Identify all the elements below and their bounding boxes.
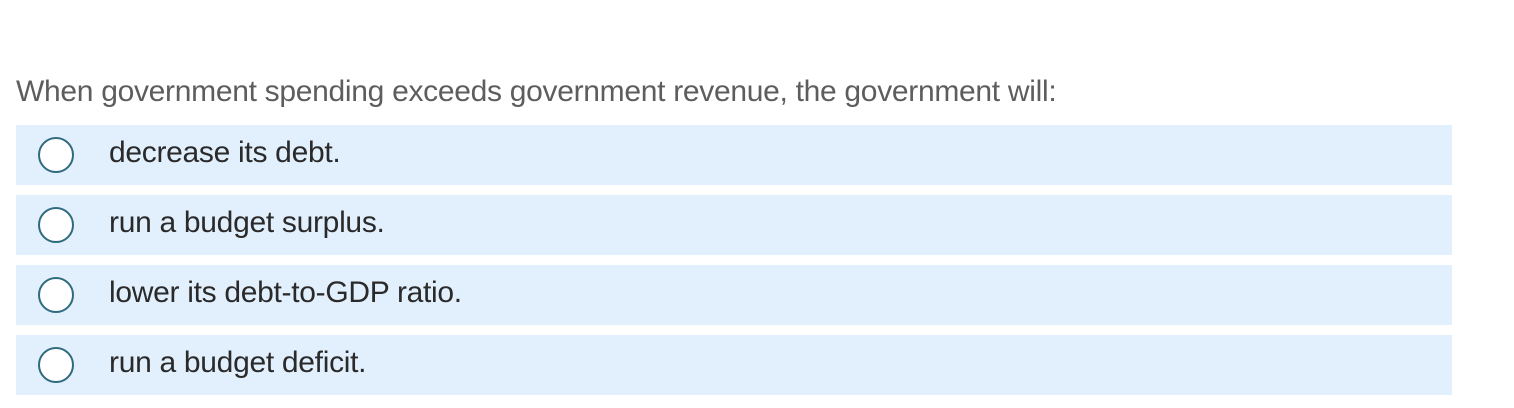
option-label: run a budget deficit.: [109, 346, 367, 379]
option-decrease-debt[interactable]: decrease its debt.: [16, 125, 1452, 185]
option-label: decrease its debt.: [109, 136, 341, 169]
answer-options: decrease its debt. run a budget surplus.…: [16, 125, 1452, 405]
radio-button[interactable]: [38, 137, 74, 173]
radio-button[interactable]: [38, 347, 74, 383]
option-budget-surplus[interactable]: run a budget surplus.: [16, 195, 1452, 255]
option-budget-deficit[interactable]: run a budget deficit.: [16, 335, 1452, 395]
radio-button[interactable]: [38, 277, 74, 313]
option-label: run a budget surplus.: [109, 206, 385, 239]
radio-button[interactable]: [38, 207, 74, 243]
option-lower-debt-to-gdp[interactable]: lower its debt-to-GDP ratio.: [16, 265, 1452, 325]
option-label: lower its debt-to-GDP ratio.: [109, 276, 462, 309]
question-text: When government spending exceeds governm…: [16, 75, 1057, 108]
